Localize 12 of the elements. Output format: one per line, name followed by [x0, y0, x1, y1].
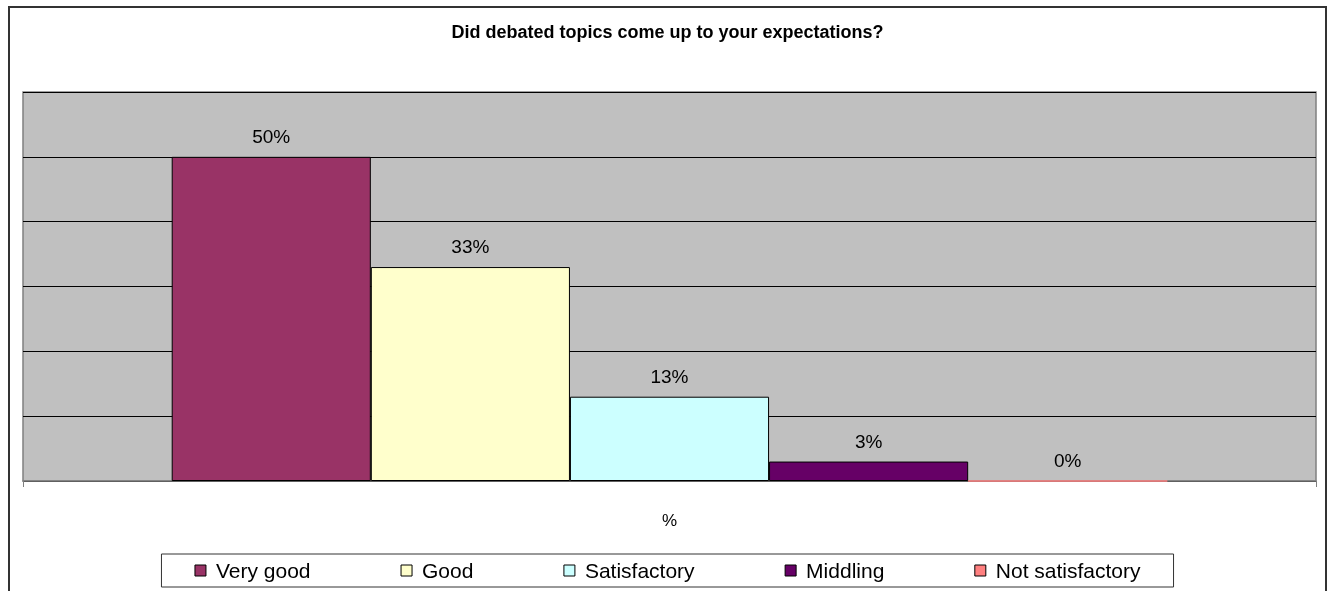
legend-label: Satisfactory [584, 559, 696, 582]
data-label: 0% [1054, 449, 1082, 471]
x-axis-title: % [661, 510, 678, 530]
legend-label: Very good [215, 559, 311, 582]
chart-title: Did debated topics come up to your expectations? [451, 22, 884, 42]
legend-label: Middling [806, 559, 885, 582]
data-label: 33% [451, 236, 490, 258]
legend-label: Good [422, 559, 474, 582]
data-label: 50% [252, 125, 291, 147]
data-label: 3% [854, 430, 883, 452]
data-label: 13% [650, 365, 689, 387]
legend-label: Not satisfactory [995, 559, 1142, 582]
